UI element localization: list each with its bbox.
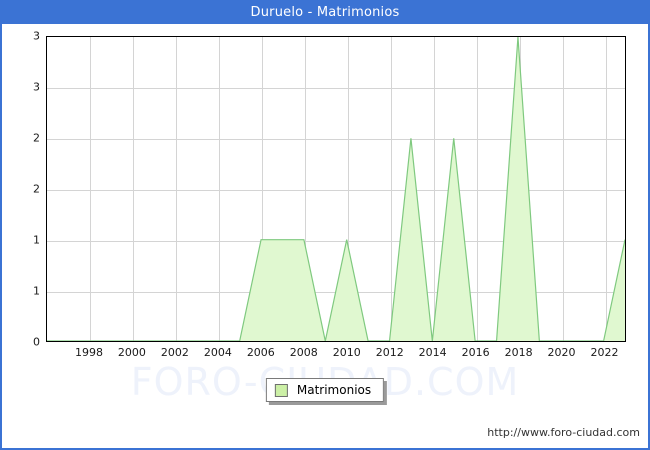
- gridline-vertical: [89, 37, 91, 341]
- legend-label-matrimonios: Matrimonios: [296, 383, 372, 397]
- x-axis-labels: 1998 2000 2002 2004 2006 2008 2010 2012 2014 2016…: [46, 346, 626, 366]
- x-axis-tick-label: 2000: [117, 346, 146, 359]
- gridline-horizontal: [47, 190, 625, 191]
- area-line-path: [47, 37, 625, 341]
- x-axis-tick-label: 2020: [547, 346, 576, 359]
- gridline-vertical: [261, 37, 263, 341]
- gridline-horizontal: [47, 139, 625, 140]
- gridline-vertical: [132, 37, 134, 341]
- x-axis-tick-label: 2008: [289, 346, 318, 359]
- x-axis-tick-label: 2006: [246, 346, 275, 359]
- y-axis-tick-label: 2: [33, 131, 40, 145]
- chart-legend[interactable]: Matrimonios: [265, 378, 385, 402]
- x-axis-tick-label: 2010: [332, 346, 361, 359]
- x-axis-tick-label: 2022: [590, 346, 619, 359]
- gridline-horizontal: [47, 241, 625, 242]
- x-axis-tick-label: 1998: [74, 346, 103, 359]
- x-axis-tick-label: 2016: [461, 346, 490, 359]
- source-url: http://www.foro-ciudad.com: [487, 426, 640, 439]
- x-axis-tick-label: 2014: [418, 346, 447, 359]
- gridline-vertical: [433, 37, 435, 341]
- y-axis-tick-label: 1: [33, 284, 40, 298]
- y-axis-tick-label: 2: [33, 182, 40, 196]
- x-axis-tick-label: 2002: [160, 346, 189, 359]
- series-matrimonios: [47, 37, 625, 341]
- legend-swatch-matrimonios: [274, 383, 288, 397]
- gridline-vertical: [347, 37, 349, 341]
- y-axis-tick-label: 3: [33, 80, 40, 94]
- x-axis-tick-label: 2004: [203, 346, 232, 359]
- gridline-horizontal: [47, 88, 625, 89]
- page-title: Duruelo - Matrimonios: [2, 2, 648, 24]
- x-axis-tick-label: 2018: [504, 346, 533, 359]
- gridline-vertical: [218, 37, 220, 341]
- y-axis-tick-label: 0: [33, 335, 40, 349]
- y-axis-labels: 0 1 1 2 2 3 3: [2, 30, 648, 349]
- gridline-vertical: [175, 37, 177, 341]
- x-axis-tick-label: 2012: [375, 346, 404, 359]
- area-fill-path: [47, 37, 625, 341]
- gridline-vertical: [476, 37, 478, 341]
- gridline-vertical: [605, 37, 607, 341]
- gridline-vertical: [562, 37, 564, 341]
- y-axis-tick-label: 1: [33, 233, 40, 247]
- gridline-vertical: [390, 37, 392, 341]
- gridline-vertical: [304, 37, 306, 341]
- chart-container: 0 1 1 2 2 3 3 1998 2000 2002 2004 2006 2008 2010 2012…: [2, 24, 648, 448]
- y-axis-tick-label: 3: [33, 29, 40, 43]
- plot-area: [46, 36, 626, 342]
